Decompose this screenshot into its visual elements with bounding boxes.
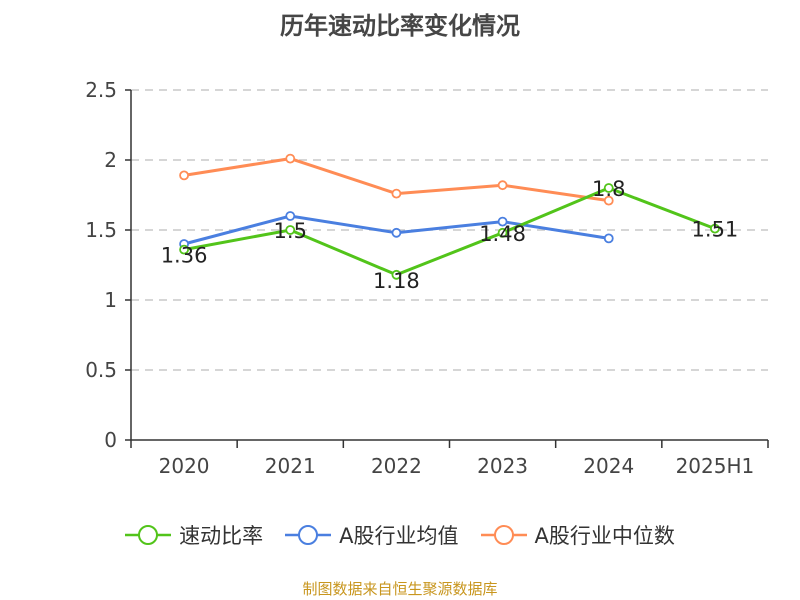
legend-marker-icon (480, 525, 527, 545)
data-point (497, 216, 508, 227)
legend: 速动比率 A股行业均值 A股行业中位数 (0, 520, 800, 550)
data-point (179, 170, 189, 181)
legend-label: A股行业中位数 (534, 524, 675, 548)
x-tick-label: 2020 (159, 454, 210, 478)
data-point (497, 227, 508, 238)
legend-label: 速动比率 (179, 524, 264, 548)
x-tick-label: 2023 (477, 454, 528, 478)
data-point (285, 211, 296, 221)
data-point (285, 153, 296, 164)
legend-item-industry-median[interactable]: A股行业中位数 (480, 520, 675, 550)
data-point (497, 180, 508, 191)
x-tick-label: 2022 (371, 454, 422, 478)
legend-marker-icon (285, 525, 332, 545)
legend-marker-icon (125, 525, 172, 545)
x-tick-label: 2021 (265, 454, 316, 478)
x-tick-label: 2025H1 (676, 454, 755, 478)
data-point (603, 183, 614, 193)
y-tick-label: 2 (104, 148, 117, 172)
data-label: 1.8 (592, 177, 625, 201)
data-point (179, 244, 189, 255)
data-label: 1.48 (479, 222, 526, 246)
y-tick-label: 1.5 (85, 218, 117, 242)
data-point (710, 223, 720, 234)
y-tick-label: 1 (104, 288, 117, 312)
legend-item-quick-ratio[interactable]: 速动比率 (125, 520, 263, 550)
data-point (391, 269, 402, 280)
data-point (391, 188, 402, 199)
y-tick-label: 2.5 (85, 78, 117, 102)
legend-item-industry-mean[interactable]: A股行业均值 (285, 520, 459, 550)
data-label: 1.5 (274, 219, 307, 243)
data-point (391, 227, 402, 238)
series-line (183, 186, 716, 277)
data-label: 1.51 (692, 218, 739, 242)
data-label: 1.18 (373, 269, 420, 293)
y-tick-label: 0.5 (85, 358, 117, 382)
chart-title: 历年速动比率变化情况 (280, 12, 520, 40)
data-point (603, 195, 614, 206)
legend-label: A股行业均值 (339, 524, 459, 548)
data-point (285, 225, 296, 235)
y-tick-label: 0 (104, 428, 117, 452)
x-tick-label: 2024 (583, 454, 634, 478)
data-label: 1.36 (161, 244, 208, 268)
data-point (603, 233, 614, 244)
source-note: 制图数据来自恒生聚源数据库 (302, 580, 498, 598)
